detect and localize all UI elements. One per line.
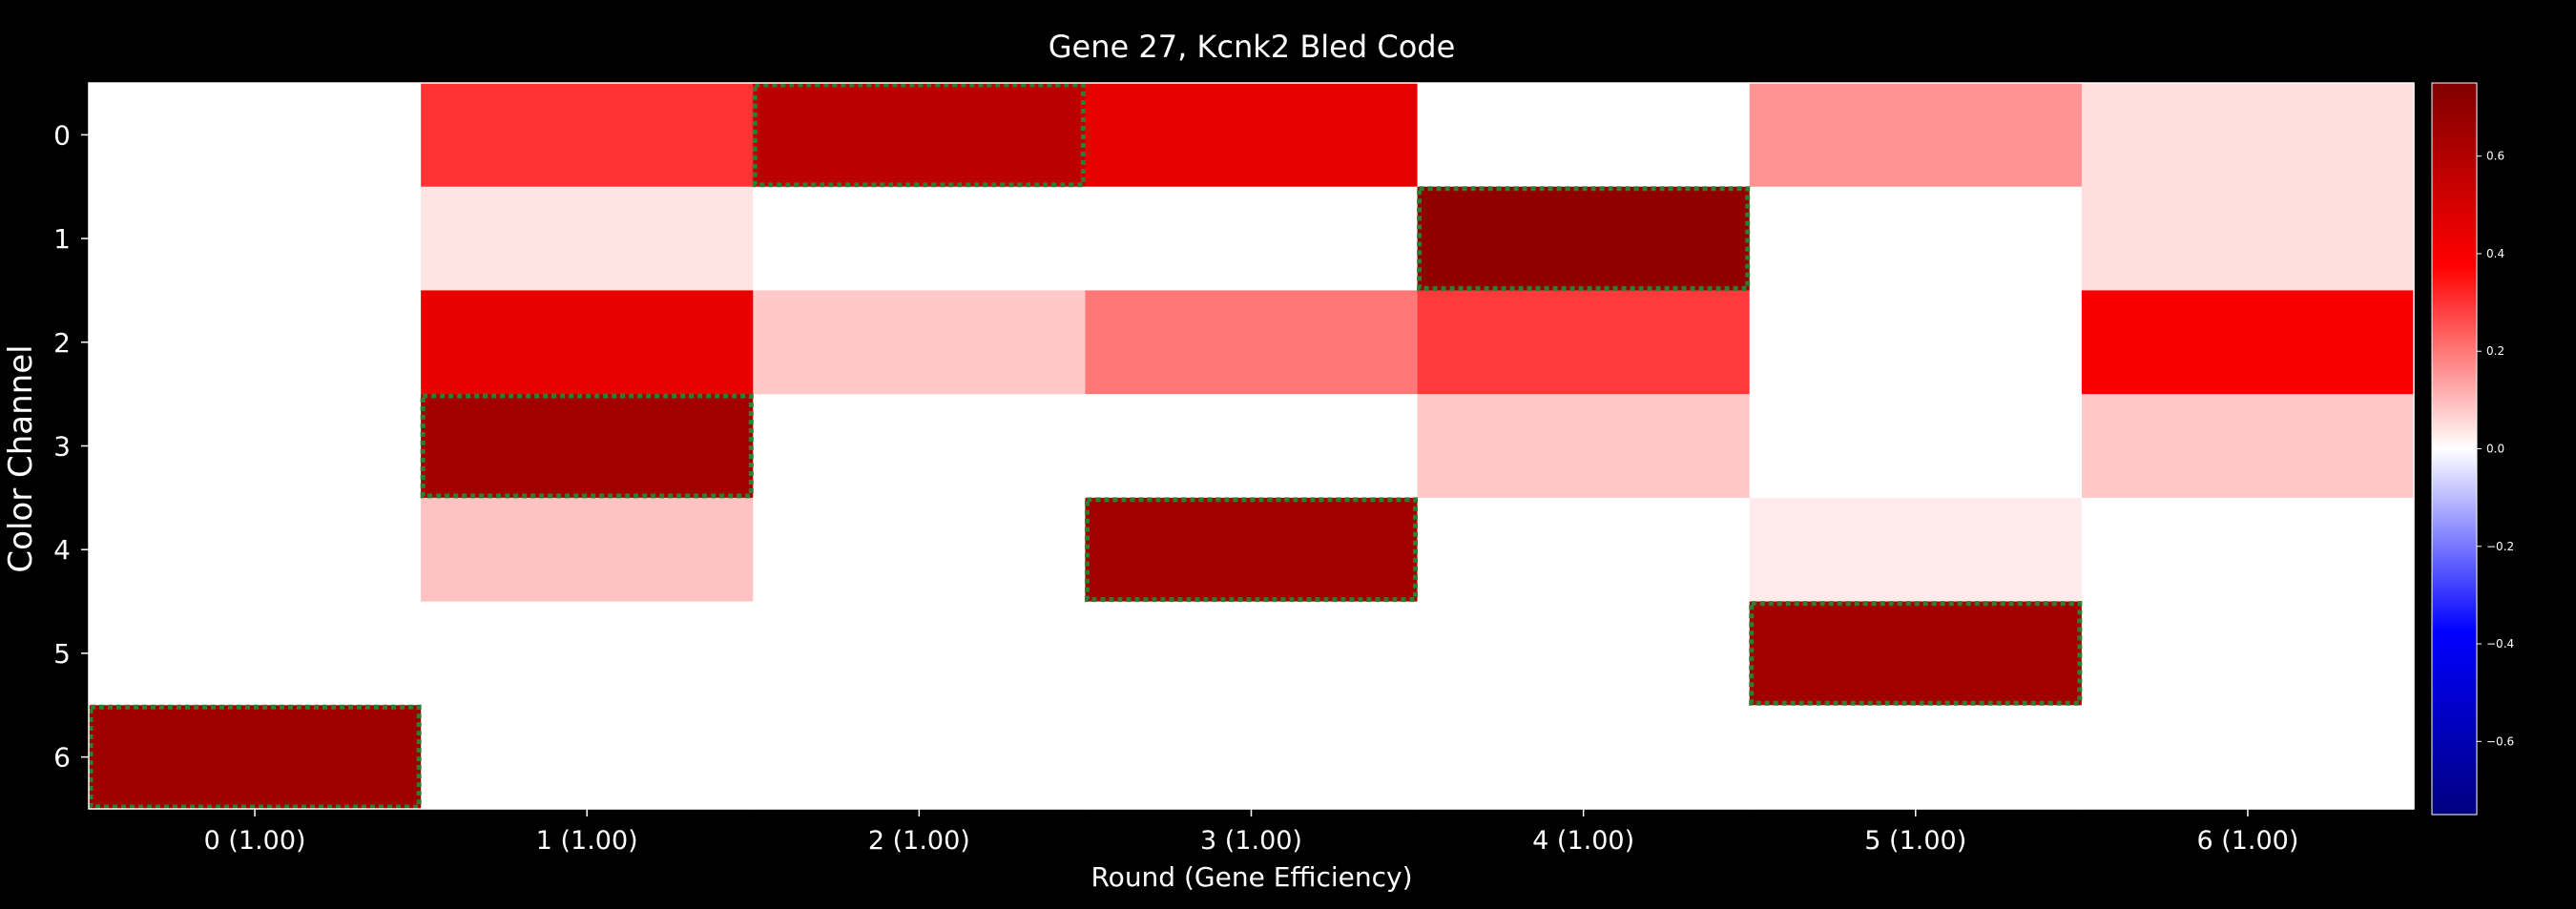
heatmap-cell — [89, 394, 422, 499]
heatmap-cell — [753, 394, 1087, 499]
y-tick-label: 2 — [53, 327, 71, 359]
heatmap-cell — [1085, 83, 1419, 188]
heatmap-cell — [2081, 601, 2415, 706]
y-tick-label: 1 — [53, 223, 71, 255]
y-axis-label: Color Channel — [2, 344, 40, 572]
highlighted-cell-border — [420, 393, 754, 499]
heatmap-cell — [753, 705, 1087, 810]
heatmap-cell — [1417, 705, 1751, 810]
heatmap-cell — [89, 186, 422, 292]
heatmap-cell — [753, 497, 1087, 603]
heatmap-cell — [753, 186, 1087, 292]
heatmap-cell — [421, 290, 754, 395]
colorbar-tick-label: −0.6 — [2486, 734, 2514, 748]
x-tick-label: 3 (1.00) — [1200, 826, 1302, 856]
heatmap-cell — [2081, 497, 2415, 603]
y-tick-label: 4 — [53, 534, 71, 566]
heatmap-cell — [1417, 497, 1751, 603]
colorbar — [2431, 82, 2478, 816]
heatmap-cell — [1749, 394, 2083, 499]
x-tick-label: 5 (1.00) — [1864, 826, 1966, 856]
heatmap-cell — [89, 705, 422, 810]
x-tick-label: 4 (1.00) — [1532, 826, 1634, 856]
heatmap-cells — [89, 83, 2415, 810]
highlight-boxes — [88, 82, 2083, 810]
highlighted-cell-border — [1749, 601, 2083, 706]
heatmap-cell — [1085, 394, 1419, 499]
heatmap-cell — [89, 601, 422, 706]
highlighted-cell-border — [88, 704, 422, 810]
heatmap-cell — [1417, 290, 1751, 395]
colorbar-tick-label: 0.0 — [2486, 443, 2504, 456]
highlighted-cell-border — [1417, 186, 1751, 291]
heatmap-cell — [1417, 83, 1751, 188]
x-tick-label: 6 (1.00) — [2196, 826, 2298, 856]
chart-title: Gene 27, Kcnk2 Bled Code — [1049, 29, 1456, 65]
colorbar-ticks: 0.6 0.4 0.2 0.0 −0.2 −0.4 −0.6 — [2477, 150, 2514, 748]
x-tick-labels: 0 (1.00) 1 (1.00) 2 (1.00) 3 (1.00) 4 (1.00)… — [204, 809, 2298, 856]
heatmap-cell — [421, 83, 754, 188]
heatmap-cell — [89, 497, 422, 603]
x-tick-label: 1 (1.00) — [536, 826, 638, 856]
heatmap-cell — [1417, 394, 1751, 499]
y-tick-label: 5 — [53, 638, 71, 670]
colorbar-tick-label: −0.4 — [2486, 637, 2514, 651]
heatmap-cell — [1085, 497, 1419, 603]
heatmap-cell — [1085, 290, 1419, 395]
heatmap-cell — [1749, 186, 2083, 292]
colorbar-tick-label: 0.2 — [2486, 344, 2504, 358]
y-tick-label: 3 — [53, 431, 71, 463]
heatmap-cell — [89, 290, 422, 395]
heatmap-cell — [1417, 186, 1751, 292]
highlighted-cell-border — [752, 82, 1086, 188]
heatmap-cell — [1749, 83, 2083, 188]
highlighted-cell-border — [1084, 497, 1419, 603]
heatmap-cell — [1085, 186, 1419, 292]
colorbar-tick-label: −0.2 — [2486, 540, 2514, 553]
heatmap-cell — [2081, 705, 2415, 810]
y-tick-labels: 0 1 2 3 4 5 6 — [53, 119, 89, 774]
heatmap-cell — [1085, 601, 1419, 706]
heatmap-cell — [1417, 601, 1751, 706]
heatmap-cell — [1749, 290, 2083, 395]
heatmap-cell — [753, 290, 1087, 395]
heatmap-cell — [2081, 290, 2415, 395]
colorbar-tick-label: 0.6 — [2486, 150, 2504, 163]
x-tick-label: 0 (1.00) — [204, 826, 306, 856]
heatmap-cell — [753, 601, 1087, 706]
x-tick-label: 2 (1.00) — [868, 826, 970, 856]
heatmap-cell — [2081, 83, 2415, 188]
heatmap-cell — [1749, 705, 2083, 810]
heatmap-cell — [1749, 497, 2083, 603]
heatmap-cell — [89, 83, 422, 188]
x-axis-label: Round (Gene Efficiency) — [1091, 861, 1412, 893]
heatmap-cell — [421, 394, 754, 499]
heatmap-cell — [753, 83, 1087, 188]
heatmap-cell — [1085, 705, 1419, 810]
y-tick-label: 6 — [53, 742, 71, 774]
colorbar-tick-label: 0.4 — [2486, 247, 2504, 260]
heatmap-cell — [421, 705, 754, 810]
heatmap-cell — [421, 601, 754, 706]
heatmap-cell — [2081, 186, 2415, 292]
heatmap-cell — [1749, 601, 2083, 706]
heatmap-cell — [421, 186, 754, 292]
heatmap-cell — [421, 497, 754, 603]
y-tick-label: 0 — [53, 119, 71, 151]
heatmap-cell — [2081, 394, 2415, 499]
